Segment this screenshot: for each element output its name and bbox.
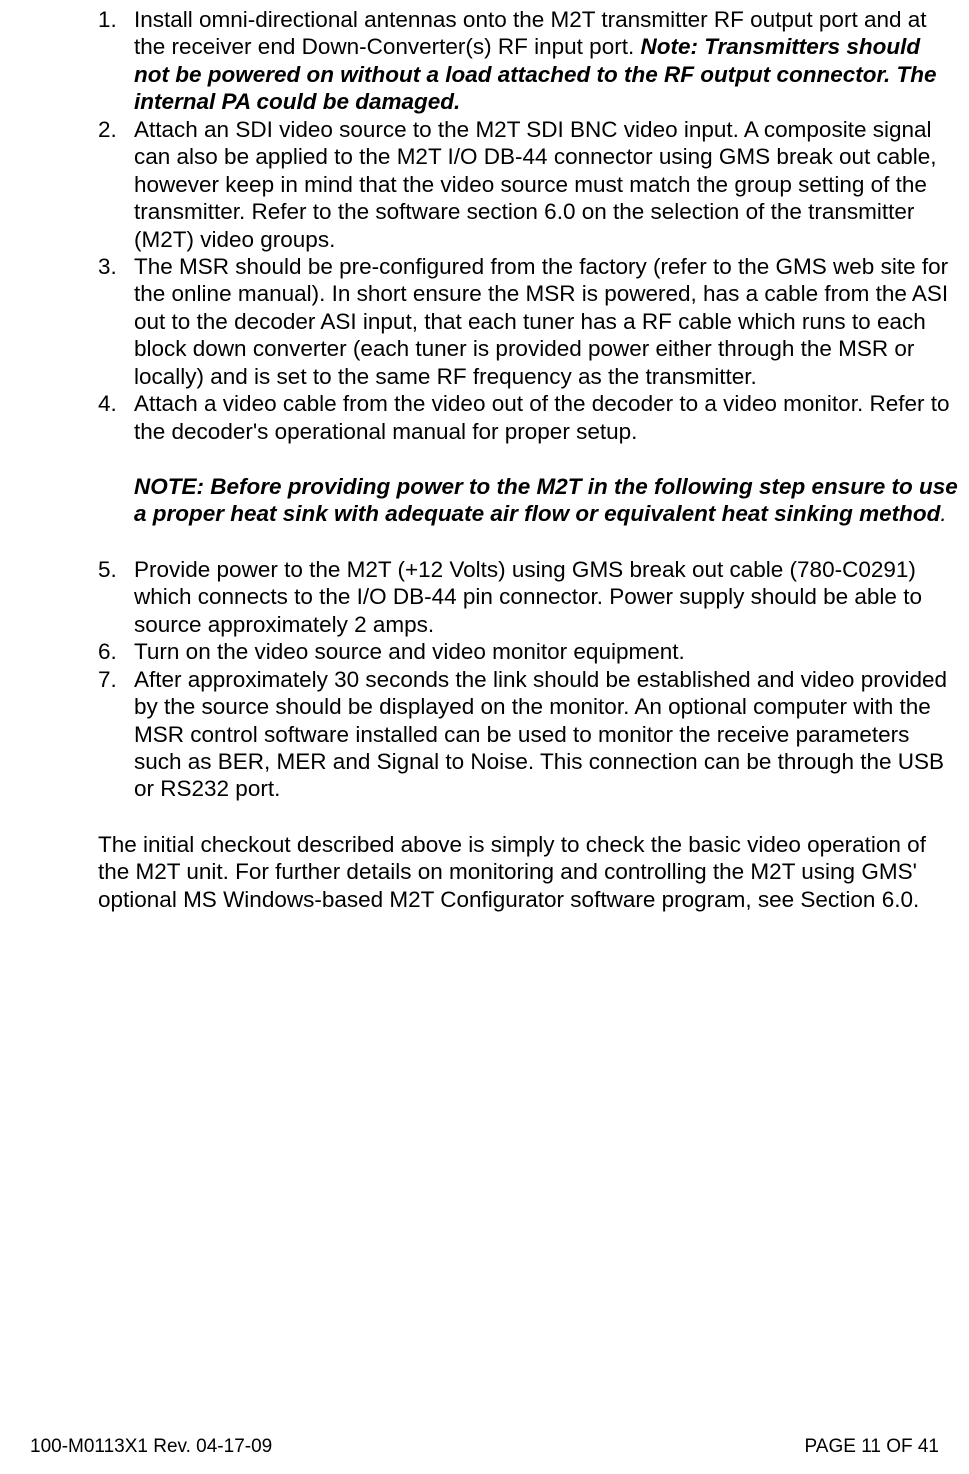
list-text: Provide power to the M2T (+12 Volts) usi… <box>134 556 959 638</box>
list-text: Install omni-directional antennas onto t… <box>134 6 959 116</box>
list-item-3: 3. The MSR should be pre-configured from… <box>98 253 959 390</box>
list-text: The MSR should be pre-configured from th… <box>134 253 959 390</box>
list-number: 1. <box>98 6 134 116</box>
list-text: After approximately 30 seconds the link … <box>134 666 959 803</box>
page-footer: 100-M0113X1 Rev. 04-17-09 PAGE 11 OF 41 <box>0 1436 969 1458</box>
list-number: 4. <box>98 390 134 445</box>
list-number: 7. <box>98 666 134 803</box>
footer-left: 100-M0113X1 Rev. 04-17-09 <box>30 1436 272 1458</box>
list-text: Attach a video cable from the video out … <box>134 390 959 445</box>
list-item-6: 6. Turn on the video source and video mo… <box>98 638 959 665</box>
note-text: NOTE: Before providing power to the M2T … <box>134 474 958 526</box>
list-item-1: 1. Install omni-directional antennas ont… <box>98 6 959 116</box>
note-block: NOTE: Before providing power to the M2T … <box>134 473 959 528</box>
list-number: 6. <box>98 638 134 665</box>
list-number: 2. <box>98 116 134 253</box>
list-item-4: 4. Attach a video cable from the video o… <box>98 390 959 445</box>
list-number: 3. <box>98 253 134 390</box>
list-item-7: 7. After approximately 30 seconds the li… <box>98 666 959 803</box>
list-text: Turn on the video source and video monit… <box>134 638 959 665</box>
list-number: 5. <box>98 556 134 638</box>
closing-paragraph: The initial checkout described above is … <box>98 831 959 913</box>
footer-right: PAGE 11 OF 41 <box>805 1436 939 1458</box>
list-item-2: 2. Attach an SDI video source to the M2T… <box>98 116 959 253</box>
note-period: . <box>940 501 946 526</box>
document-body: 1. Install omni-directional antennas ont… <box>0 0 969 913</box>
list-text: Attach an SDI video source to the M2T SD… <box>134 116 959 253</box>
list-item-5: 5. Provide power to the M2T (+12 Volts) … <box>98 556 959 638</box>
